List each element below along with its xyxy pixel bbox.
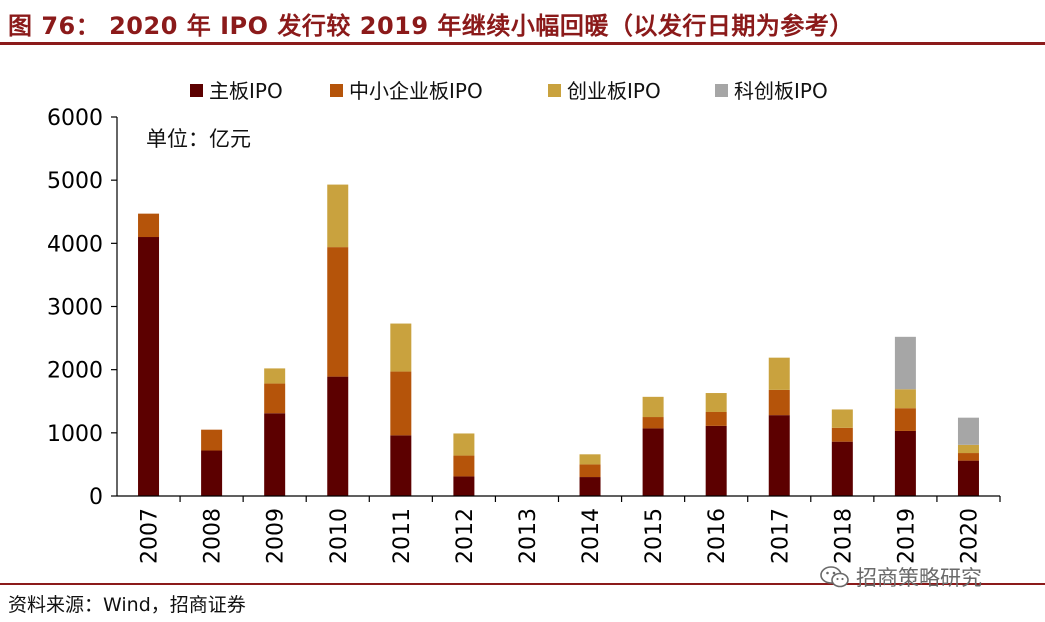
y-tick-label: 3000 xyxy=(47,296,103,321)
source-note: 资料来源：Wind，招商证券 xyxy=(8,594,246,616)
y-tick-label: 0 xyxy=(89,485,103,510)
bar-segment xyxy=(453,476,475,496)
legend-label: 主板IPO xyxy=(209,79,283,103)
bars xyxy=(138,184,979,496)
y-axis: 0 1000 2000 3000 4000 5000 6000 xyxy=(47,106,118,510)
y-tick-label: 5000 xyxy=(47,169,103,194)
bar-segment xyxy=(894,430,916,496)
legend-item: 科创板IPO xyxy=(715,79,828,103)
y-tick-label: 4000 xyxy=(47,232,103,257)
legend-swatch xyxy=(190,84,203,97)
bar-segment xyxy=(768,357,790,390)
bar-segment xyxy=(390,323,412,372)
bar-segment xyxy=(705,411,727,426)
bar-segment xyxy=(579,477,601,496)
bar-segment xyxy=(957,460,979,496)
bar-segment xyxy=(264,413,286,496)
bar-segment xyxy=(138,237,160,496)
y-tick-label: 6000 xyxy=(47,106,103,131)
figure-title: 图 76： 2020 年 IPO 发行较 2019 年继续小幅回暖（以发行日期为… xyxy=(8,12,854,40)
bar-segment xyxy=(831,441,853,496)
bar-segment xyxy=(957,417,979,445)
bar-segment xyxy=(264,383,286,414)
legend-item: 创业板IPO xyxy=(548,79,661,103)
legend-label: 科创板IPO xyxy=(734,79,828,103)
x-tick-label: 2013 xyxy=(516,508,541,564)
bar-segment xyxy=(390,435,412,496)
x-tick-label: 2018 xyxy=(831,508,856,564)
x-tick-label: 2011 xyxy=(390,508,415,564)
bar-segment xyxy=(831,427,853,442)
x-tick-label: 2007 xyxy=(138,508,163,564)
bar-segment xyxy=(327,376,349,496)
legend-label: 创业板IPO xyxy=(567,79,661,103)
x-tick-label: 2010 xyxy=(327,508,352,564)
y-tick-label: 1000 xyxy=(47,422,103,447)
bar-segment xyxy=(705,393,727,412)
unit-label: 单位：亿元 xyxy=(146,127,251,151)
bar-segment xyxy=(201,429,223,451)
watermark-text: 招商策略研究 xyxy=(856,566,982,590)
legend-swatch xyxy=(330,84,343,97)
y-tick-label: 2000 xyxy=(47,359,103,384)
bar-segment xyxy=(138,213,160,238)
x-tick-label: 2020 xyxy=(957,508,982,564)
bar-segment xyxy=(894,389,916,409)
bar-segment xyxy=(642,428,664,496)
legend-item: 主板IPO xyxy=(190,79,283,103)
legend-item: 中小企业板IPO xyxy=(330,79,483,103)
x-tick-label: 2014 xyxy=(579,508,604,564)
x-tick-label: 2017 xyxy=(768,508,793,564)
x-tick-label: 2015 xyxy=(642,508,667,564)
bar-segment xyxy=(894,408,916,431)
x-tick-label: 2008 xyxy=(201,508,226,564)
bar-segment xyxy=(957,444,979,454)
chart-legend: 主板IPO 中小企业板IPO 创业板IPO 科创板IPO xyxy=(190,79,828,103)
watermark: 招商策略研究 xyxy=(820,562,982,592)
source-divider xyxy=(0,583,1045,585)
bar-segment xyxy=(642,396,664,418)
bar-segment xyxy=(768,415,790,496)
bar-segment xyxy=(264,368,286,384)
bar-segment xyxy=(390,371,412,436)
bar-segment xyxy=(327,247,349,377)
stacked-bar-chart: 主板IPO 中小企业板IPO 创业板IPO 科创板IPO 单位：亿元 0 1000 200… xyxy=(47,79,1001,564)
legend-label: 中小企业板IPO xyxy=(349,79,483,103)
bar-segment xyxy=(453,433,475,456)
bar-segment xyxy=(768,389,790,416)
wechat-icon xyxy=(820,566,849,588)
x-axis: 2007 2008 2009 2010 2011 2012 2013 2014 2015 2016… xyxy=(117,495,1001,564)
bar-segment xyxy=(327,184,349,248)
bar-segment xyxy=(579,464,601,478)
bar-segment xyxy=(579,454,601,465)
x-tick-label: 2009 xyxy=(264,508,289,564)
legend-swatch xyxy=(715,84,728,97)
bar-segment xyxy=(831,409,853,428)
bar-segment xyxy=(201,450,223,496)
legend-swatch xyxy=(548,84,561,97)
bar-segment xyxy=(705,425,727,496)
x-tick-label: 2019 xyxy=(894,508,919,564)
title-divider xyxy=(0,42,1045,45)
bar-segment xyxy=(957,453,979,461)
bar-segment xyxy=(894,336,916,390)
x-tick-label: 2016 xyxy=(705,508,730,564)
bar-segment xyxy=(453,455,475,477)
bar-segment xyxy=(642,417,664,429)
x-tick-label: 2012 xyxy=(453,508,478,564)
